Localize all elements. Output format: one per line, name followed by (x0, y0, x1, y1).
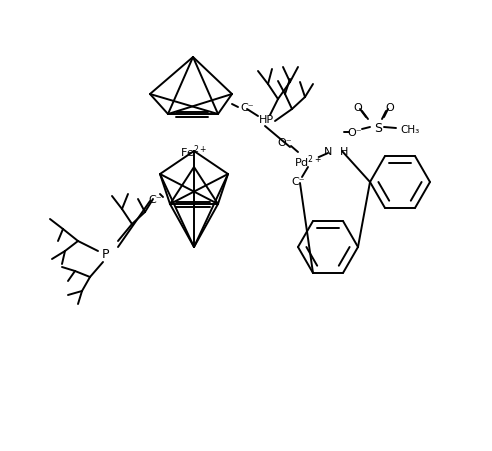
Text: O⁻: O⁻ (348, 128, 362, 138)
Text: N: N (324, 147, 332, 156)
Text: Pd$^{2+}$: Pd$^{2+}$ (294, 153, 322, 170)
Text: P: P (101, 248, 109, 261)
Text: Fe$^{2+}$: Fe$^{2+}$ (180, 143, 208, 160)
Text: O: O (354, 103, 363, 113)
Text: C⁻: C⁻ (240, 103, 253, 113)
Text: HP: HP (258, 115, 274, 125)
Text: S: S (374, 121, 382, 134)
Text: O: O (386, 103, 395, 113)
Text: C⁻: C⁻ (148, 194, 162, 205)
Text: H: H (340, 147, 348, 156)
Text: C⁻: C⁻ (291, 177, 305, 187)
Text: CH₃: CH₃ (400, 125, 419, 135)
Text: O⁻: O⁻ (277, 138, 292, 147)
